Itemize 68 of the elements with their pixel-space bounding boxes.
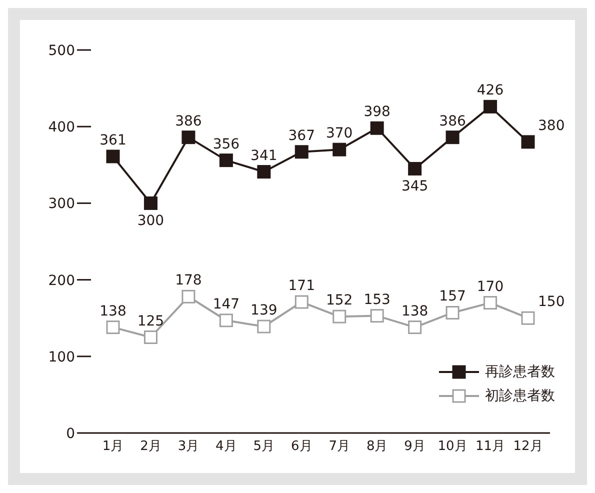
point xyxy=(182,130,196,144)
point xyxy=(370,309,384,323)
point xyxy=(408,162,422,176)
y-tick-label: 100 xyxy=(48,349,75,366)
point xyxy=(182,290,196,304)
y-tick-label: 400 xyxy=(48,120,75,136)
x-tick-label: 4月 xyxy=(216,439,237,454)
data-label: 426 xyxy=(476,82,504,99)
data-label: 367 xyxy=(288,128,316,144)
point xyxy=(521,135,535,149)
point xyxy=(294,145,308,159)
data-label: 150 xyxy=(538,294,565,310)
data-label: 356 xyxy=(212,136,240,152)
x-tick-label: 12月 xyxy=(513,439,543,454)
x-tick-label: 6月 xyxy=(290,439,312,454)
point xyxy=(219,154,233,168)
point xyxy=(521,311,535,325)
point xyxy=(106,320,120,334)
x-tick-label: 5月 xyxy=(253,439,275,454)
data-label: 300 xyxy=(137,213,164,230)
point xyxy=(106,150,120,164)
data-label: 380 xyxy=(538,118,565,134)
data-label: 147 xyxy=(212,296,240,312)
data-label: 153 xyxy=(364,292,390,308)
x-tick-label: 9月 xyxy=(404,439,426,454)
y-tick-label: 500 xyxy=(48,42,75,59)
y-tick-label: 200 xyxy=(48,272,75,289)
legend-label: 再診患者数 xyxy=(485,363,555,381)
x-tick-label: 10月 xyxy=(438,439,468,454)
y-tick-label: 0 xyxy=(66,426,75,442)
point xyxy=(484,296,498,310)
data-label: 138 xyxy=(100,303,126,320)
data-label: 361 xyxy=(100,132,126,148)
legend-label: 初診患者数 xyxy=(485,387,555,405)
data-label: 125 xyxy=(137,313,164,330)
point xyxy=(144,196,158,210)
x-tick-label: 7月 xyxy=(328,439,350,454)
point xyxy=(484,100,498,114)
data-label: 178 xyxy=(175,272,202,289)
point xyxy=(446,130,460,144)
point xyxy=(144,330,158,344)
data-label: 386 xyxy=(175,113,202,130)
data-label: 138 xyxy=(401,303,428,320)
point xyxy=(257,165,271,179)
data-label: 171 xyxy=(288,278,316,294)
point xyxy=(294,295,308,309)
data-label: 157 xyxy=(439,288,466,305)
y-tick-label: 300 xyxy=(48,196,75,212)
data-label: 139 xyxy=(250,302,278,319)
x-tick-label: 8月 xyxy=(366,439,388,454)
data-label: 341 xyxy=(250,148,278,164)
x-tick-label: 11月 xyxy=(476,439,506,454)
point xyxy=(332,310,346,324)
point xyxy=(257,320,271,334)
point xyxy=(408,320,422,334)
point xyxy=(370,121,384,135)
data-label: 152 xyxy=(326,292,353,309)
x-tick-label: 2月 xyxy=(140,439,162,454)
point xyxy=(332,142,346,156)
point xyxy=(446,306,460,320)
data-label: 170 xyxy=(476,278,504,295)
x-tick-label: 3月 xyxy=(178,439,200,454)
data-label: 345 xyxy=(401,178,428,195)
x-tick-label: 1月 xyxy=(102,439,124,454)
data-label: 370 xyxy=(326,126,353,142)
data-label: 386 xyxy=(439,113,466,130)
point xyxy=(219,314,233,328)
data-label: 398 xyxy=(364,104,390,120)
